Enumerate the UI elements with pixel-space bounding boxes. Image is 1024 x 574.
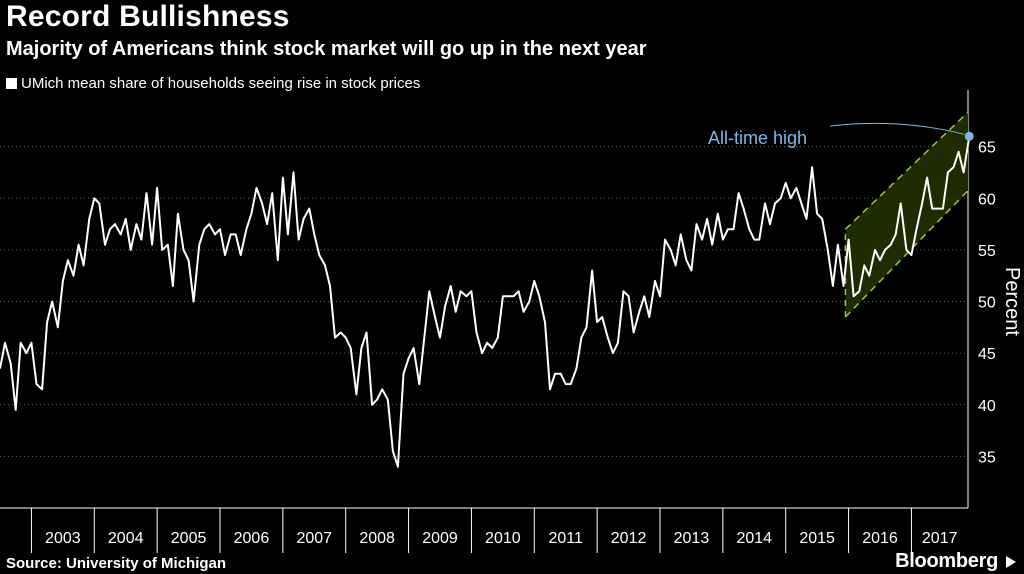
trend-channel-fill [845,112,968,317]
x-tick-label: 2009 [422,530,458,547]
x-tick-label: 2014 [736,530,772,547]
chart-title: Record Bullishness [6,0,290,33]
x-tick-label: 2003 [45,530,81,547]
y-tick-label: 45 [978,346,996,363]
annotation-leader [829,122,965,135]
legend: UMich mean share of households seeing ri… [6,75,420,92]
x-tick-label: 2016 [862,530,898,547]
y-tick-label: 40 [978,398,996,415]
x-tick-label: 2011 [549,530,584,547]
legend-label: UMich mean share of households seeing ri… [21,75,421,92]
x-tick-label: 2008 [359,530,395,547]
source-note: Source: University of Michigan [6,555,227,572]
series-line [0,136,971,468]
x-tick-label: 2005 [171,530,207,547]
y-axis-title: Percent [1001,267,1023,336]
y-tick-label: 35 [978,449,996,466]
annotation-label: All-time high [708,128,807,148]
x-tick-label: 2006 [234,530,270,547]
x-tick-label: 2007 [296,530,332,547]
y-tick-label: 55 [978,243,996,260]
bloomberg-mark-icon [1006,556,1016,568]
x-tick-label: 2004 [108,530,144,547]
y-tick-label: 60 [978,191,996,208]
x-tick-label: 2012 [611,530,647,547]
chart-subtitle: Majority of Americans think stock market… [6,38,647,60]
bloomberg-logo: Bloomberg [895,550,998,572]
x-tick-label: 2015 [799,530,835,547]
x-tick-label: 2017 [922,530,958,547]
y-tick-label: 50 [978,295,996,312]
y-tick-label: 65 [978,140,996,157]
x-tick-label: 2010 [485,530,521,547]
legend-swatch [6,78,17,89]
x-tick-label: 2013 [674,530,710,547]
annotation-marker [964,131,974,141]
